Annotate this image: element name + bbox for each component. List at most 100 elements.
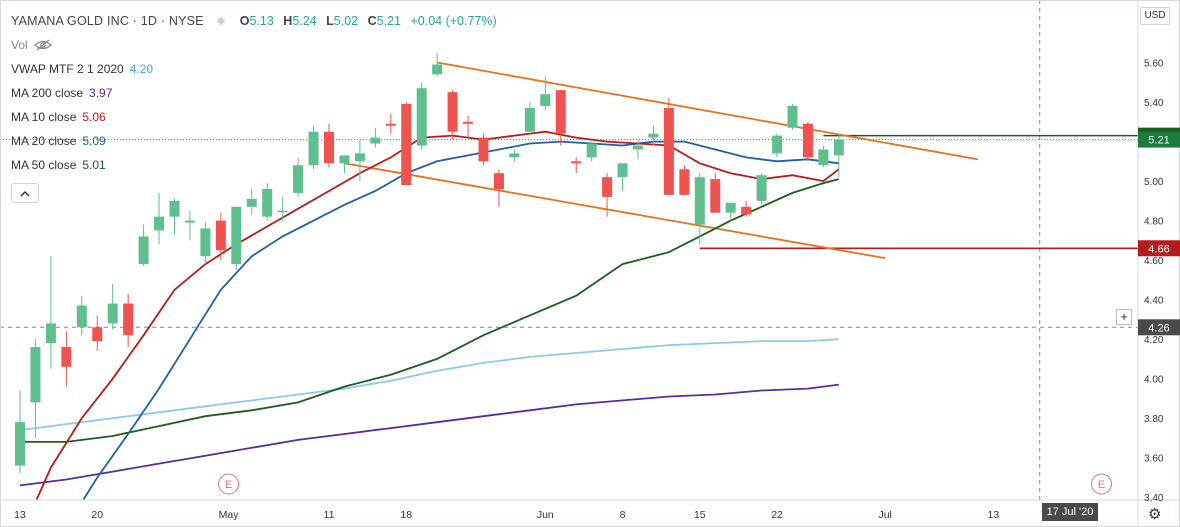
candle-body <box>215 220 226 251</box>
candle <box>30 339 41 438</box>
candle-body <box>833 139 844 156</box>
candle <box>277 196 288 221</box>
x-tick-label: May <box>219 509 240 521</box>
candle-body <box>61 347 72 367</box>
candle-body <box>154 216 165 231</box>
earnings-event-label: E <box>1098 479 1105 491</box>
candle <box>787 104 798 130</box>
candle-body <box>602 177 613 197</box>
volume-row[interactable]: Vol <box>11 33 503 57</box>
candle <box>154 192 165 245</box>
candle-body <box>184 220 195 223</box>
x-tick-label: 15 <box>694 509 706 521</box>
eye-hidden-icon[interactable] <box>33 39 52 51</box>
x-tick-label: 13 <box>988 509 1000 521</box>
lower-channel-trendline <box>344 162 886 260</box>
candle-body <box>571 161 582 164</box>
candle-body <box>324 131 334 164</box>
symbol-title[interactable]: YAMANA GOLD INC · 1D · NYSE <box>11 14 204 28</box>
candle <box>648 125 659 146</box>
candle-body <box>354 153 365 162</box>
candle <box>725 202 736 221</box>
candle-body <box>76 305 87 328</box>
candle <box>416 82 427 150</box>
candle <box>772 133 783 158</box>
indicator-label: MA 200 close <box>11 86 84 100</box>
earnings-event-marker <box>1091 473 1112 495</box>
candle-body <box>401 104 412 186</box>
candle <box>663 98 674 195</box>
candle-body <box>679 169 690 195</box>
crosshair-date-label: 17 Jul '20 <box>1042 503 1098 521</box>
x-tick-label: Jun <box>537 509 554 521</box>
candle-body <box>741 206 752 215</box>
collapse-legend-button[interactable] <box>11 183 39 203</box>
candle <box>493 169 504 207</box>
crosshair-price-tag: 4.26 <box>1148 322 1169 334</box>
candle-body <box>478 137 489 162</box>
candle <box>246 188 257 215</box>
indicator-vwap[interactable]: VWAP MTF 2 1 2020 4.20 <box>11 57 503 81</box>
close-value: 5.21 <box>376 14 401 28</box>
support-price-tag: 4.66 <box>1148 243 1169 255</box>
candle <box>215 212 226 261</box>
indicator-ma10[interactable]: MA 10 close 5.06 <box>11 105 503 129</box>
candle <box>354 139 365 182</box>
indicator-value: 4.20 <box>129 62 154 76</box>
candle <box>61 331 72 387</box>
candle <box>710 173 721 213</box>
indicator-value: 5.06 <box>82 110 106 124</box>
last-price-tag: 5.21 <box>1148 135 1169 147</box>
candle-body <box>246 198 257 207</box>
x-tick-label: 8 <box>620 509 626 521</box>
ma-20-line <box>82 140 839 500</box>
candle <box>756 173 767 205</box>
candle-body <box>524 107 535 132</box>
change-value: +0.04 (+0.77%) <box>410 14 497 28</box>
indicator-ma50[interactable]: MA 50 close 5.01 <box>11 153 503 177</box>
candle <box>385 113 396 134</box>
candle-body <box>45 323 56 344</box>
last-price-tag-bg <box>1138 131 1180 148</box>
ma-200-line <box>19 383 839 487</box>
add-alert-plus-icon[interactable]: + <box>1116 309 1132 325</box>
candle <box>92 315 103 352</box>
candle <box>741 200 752 217</box>
candle <box>76 295 87 336</box>
candle <box>262 183 273 221</box>
candle-body <box>308 131 319 166</box>
x-tick-label: 13 <box>14 509 26 521</box>
low-value: 5.02 <box>333 14 359 28</box>
currency-button[interactable]: USD <box>1140 7 1170 25</box>
candle-body <box>200 228 211 257</box>
chevron-up-icon <box>20 190 30 197</box>
candle <box>401 102 412 186</box>
candle <box>107 283 118 330</box>
chart-legend: YAMANA GOLD INC · 1D · NYSE O5.13 H5.24 … <box>11 9 503 203</box>
high-value: 5.24 <box>292 14 317 28</box>
y-tick-label: 5.60 <box>1144 59 1164 70</box>
candle <box>540 76 551 110</box>
gear-icon[interactable]: ⚙ <box>1148 506 1162 523</box>
candle-body <box>30 347 41 403</box>
candle-body <box>648 133 659 138</box>
candle-body <box>15 422 25 466</box>
candle-body <box>385 123 396 126</box>
indicator-ma200[interactable]: MA 200 close 3.97 <box>11 81 503 105</box>
candle-body <box>432 64 443 75</box>
candle-body <box>277 210 288 213</box>
candle <box>571 157 582 174</box>
low-key: L <box>326 14 334 28</box>
candle <box>123 293 134 348</box>
candle-body <box>169 200 180 217</box>
earnings-event-marker <box>218 473 240 495</box>
candle <box>447 90 458 140</box>
candle-body <box>123 303 134 336</box>
indicator-ma20[interactable]: MA 20 close 5.09 <box>11 129 503 153</box>
candle-body <box>107 303 118 324</box>
market-status-dot-icon <box>215 16 226 26</box>
candle <box>324 123 334 168</box>
candle-body <box>663 107 674 195</box>
candle-body <box>818 149 829 166</box>
